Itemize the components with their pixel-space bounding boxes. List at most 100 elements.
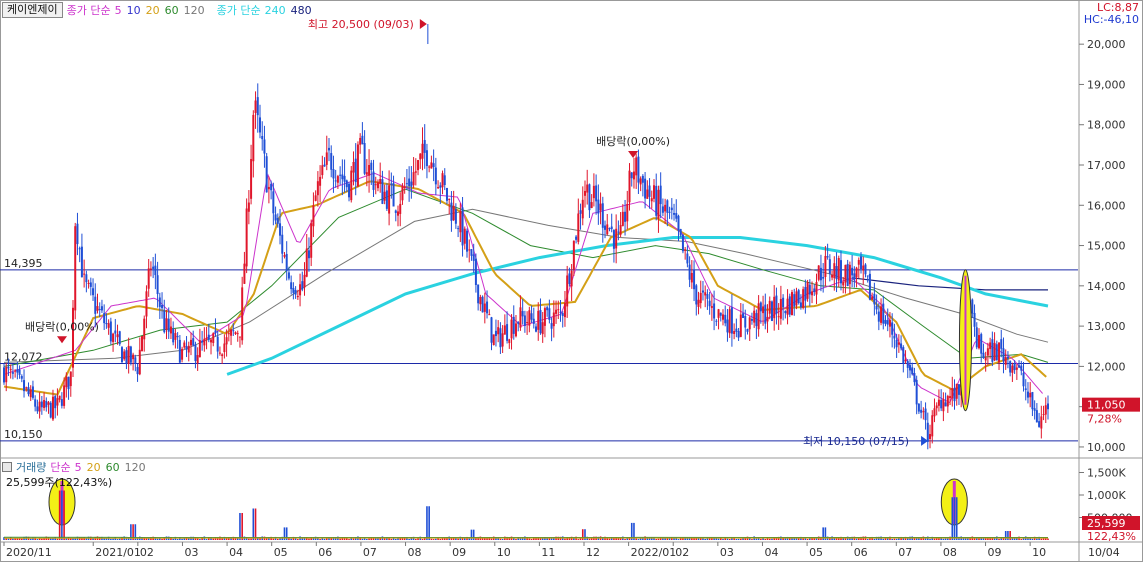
candle-body bbox=[406, 183, 408, 184]
volume-bar bbox=[929, 539, 931, 540]
candle-body bbox=[208, 335, 210, 340]
candle-body bbox=[775, 296, 777, 314]
dividend-annotation: 배당락(0,00%) bbox=[596, 135, 670, 148]
candle-body bbox=[161, 305, 163, 308]
candle-body bbox=[439, 185, 441, 187]
volume-bar bbox=[59, 491, 61, 541]
candle-body bbox=[270, 184, 272, 190]
candle-body bbox=[936, 405, 938, 408]
candle-body bbox=[413, 172, 415, 185]
candle-body bbox=[201, 341, 203, 343]
candle-body bbox=[887, 320, 889, 324]
candle-body bbox=[437, 187, 439, 188]
x-tick-label: 06 bbox=[854, 546, 868, 559]
candle-body bbox=[539, 310, 541, 333]
x-tick-label: 08 bbox=[408, 546, 422, 559]
candle-body bbox=[646, 190, 648, 199]
candle-body bbox=[731, 307, 733, 333]
x-tick-label: 09 bbox=[988, 546, 1002, 559]
candle-body bbox=[448, 199, 450, 200]
volume-bar bbox=[239, 513, 241, 540]
candle-body bbox=[686, 254, 688, 264]
candle-body bbox=[889, 320, 891, 327]
candle-body bbox=[364, 143, 366, 174]
candle-body bbox=[878, 312, 880, 322]
candle-body bbox=[1043, 414, 1045, 415]
volume-bar bbox=[531, 539, 533, 540]
candle-body bbox=[290, 282, 292, 289]
volume-bar bbox=[502, 539, 504, 540]
candle-body bbox=[493, 334, 495, 345]
candle-body bbox=[551, 323, 553, 329]
candle-body bbox=[101, 306, 103, 310]
candle-body bbox=[947, 396, 949, 406]
candle-body bbox=[286, 254, 288, 271]
candle-body bbox=[706, 294, 708, 299]
candle-body bbox=[824, 256, 826, 277]
volume-bar bbox=[395, 539, 397, 540]
candle-body bbox=[1023, 373, 1025, 386]
candle-body bbox=[900, 343, 902, 348]
candle-body bbox=[239, 337, 241, 338]
candle-body bbox=[513, 317, 515, 334]
candle-body bbox=[682, 235, 684, 252]
candle-body bbox=[580, 210, 582, 214]
candle-body bbox=[23, 380, 25, 391]
candle-body bbox=[504, 325, 506, 334]
volume-bar bbox=[638, 539, 640, 540]
candle-body bbox=[457, 228, 459, 229]
candle-body bbox=[582, 200, 584, 218]
candle-body bbox=[148, 268, 150, 288]
stock-name[interactable]: 케이엔제이 bbox=[2, 2, 63, 18]
candle-body bbox=[132, 355, 134, 360]
candle-body bbox=[591, 202, 593, 208]
candle-body bbox=[32, 386, 34, 397]
dividend-arrow-icon bbox=[57, 336, 67, 343]
candle-body bbox=[515, 323, 517, 336]
candle-body bbox=[177, 336, 179, 337]
volume-bar bbox=[253, 509, 255, 541]
candle-body bbox=[68, 377, 70, 389]
candle-body bbox=[297, 296, 299, 297]
ma-120-line bbox=[4, 209, 1048, 362]
candle-body bbox=[426, 150, 428, 166]
candle-body bbox=[976, 327, 978, 347]
candle-body bbox=[154, 266, 156, 275]
candle-body bbox=[896, 340, 898, 347]
volume-bar bbox=[119, 539, 121, 540]
candle-body bbox=[250, 159, 252, 199]
candle-body bbox=[720, 313, 722, 316]
candle-body bbox=[673, 213, 675, 215]
volume-bar bbox=[250, 539, 252, 540]
volume-bar bbox=[41, 539, 43, 540]
candle-body bbox=[137, 367, 139, 374]
candle-body bbox=[341, 174, 343, 179]
candle-body bbox=[3, 367, 5, 382]
candle-body bbox=[831, 275, 833, 278]
candle-body bbox=[869, 274, 871, 300]
candle-body bbox=[542, 322, 544, 334]
candle-body bbox=[593, 186, 595, 198]
candle-body bbox=[446, 188, 448, 201]
volume-bar bbox=[954, 497, 956, 540]
candle-body bbox=[235, 332, 237, 334]
x-tick-label: 03 bbox=[720, 546, 734, 559]
candle-body bbox=[219, 353, 221, 354]
volume-bar bbox=[704, 539, 706, 540]
volume-bar bbox=[874, 539, 876, 540]
candle-body bbox=[172, 329, 174, 342]
volume-bar bbox=[12, 539, 14, 540]
candle-body bbox=[428, 167, 430, 168]
price-level-label: 14,395 bbox=[4, 257, 43, 270]
y-tick-label: 20,000 bbox=[1087, 38, 1126, 51]
candle-body bbox=[223, 344, 225, 353]
candle-body bbox=[502, 333, 504, 346]
volume-bar bbox=[435, 539, 437, 540]
candle-body bbox=[818, 266, 820, 280]
candle-body bbox=[733, 331, 735, 334]
candle-body bbox=[640, 178, 642, 184]
